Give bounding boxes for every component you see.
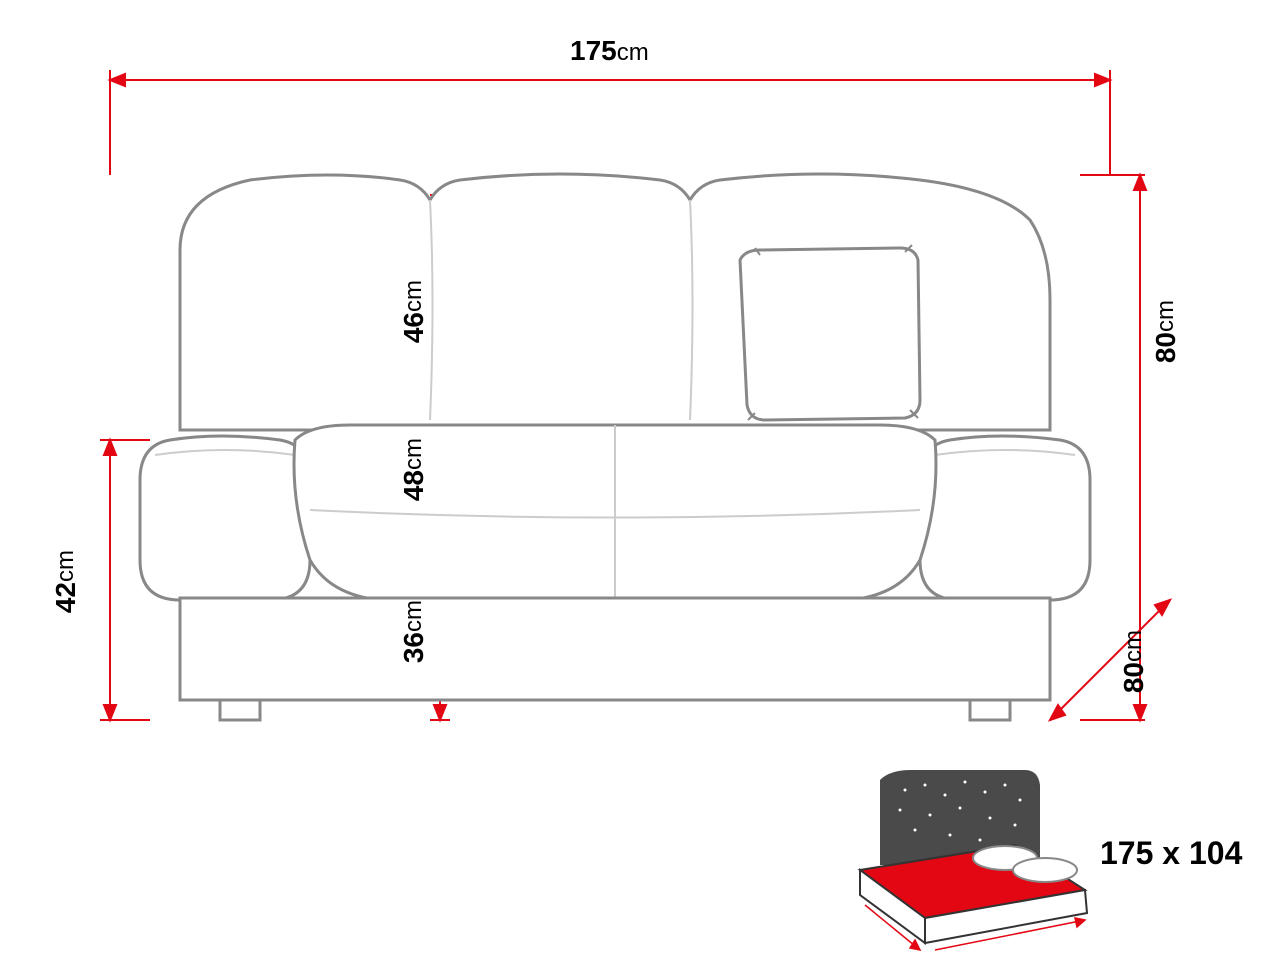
backrest-unit: cm xyxy=(400,280,427,312)
base-unit: cm xyxy=(400,600,427,632)
height-unit: cm xyxy=(1152,300,1179,332)
seat-height-label: 48cm xyxy=(398,438,430,501)
bed-size-label: 175 x 104 xyxy=(1100,835,1242,872)
backrest-label: 46cm xyxy=(398,280,430,343)
seat-height-unit: cm xyxy=(400,438,427,470)
depth-value: 80 xyxy=(1118,662,1149,693)
depth-label: 80cm xyxy=(1118,630,1150,693)
seat-height-value: 48 xyxy=(398,470,429,501)
armrest-unit: cm xyxy=(52,550,79,582)
height-label: 80cm xyxy=(1150,300,1182,363)
base-value: 36 xyxy=(398,632,429,663)
armrest-label: 42cm xyxy=(50,550,82,613)
armrest-value: 42 xyxy=(50,582,81,613)
width-unit: cm xyxy=(617,39,649,66)
width-value: 175 xyxy=(570,35,617,66)
height-value: 80 xyxy=(1150,332,1181,363)
base-label: 36cm xyxy=(398,600,430,663)
depth-unit: cm xyxy=(1120,630,1147,662)
width-label: 175cm xyxy=(570,35,649,67)
backrest-value: 46 xyxy=(398,312,429,343)
